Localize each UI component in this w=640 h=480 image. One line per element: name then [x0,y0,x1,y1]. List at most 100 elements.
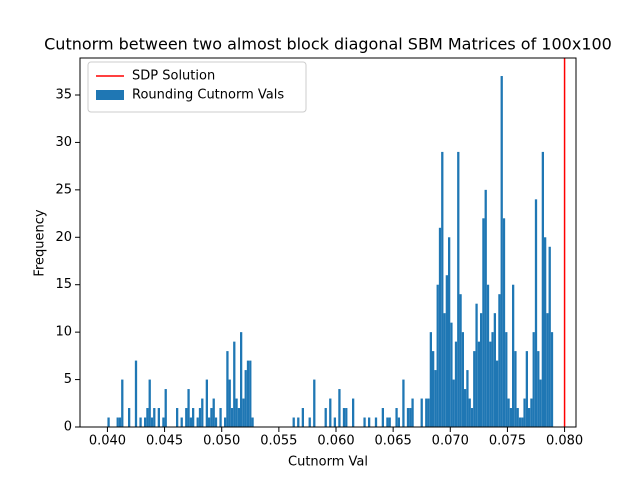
bar [432,351,435,427]
y-tick-label: 25 [55,182,72,197]
bar [521,417,524,427]
bar [251,417,254,427]
bar [537,351,540,427]
bar [525,351,528,427]
bar [242,398,245,427]
bar [292,417,295,427]
y-tick-label: 15 [55,277,72,292]
bar [464,389,467,427]
bar [466,370,469,427]
bar [187,389,190,427]
x-tick-label: 0.075 [489,434,526,449]
bar [523,398,526,427]
bar [434,370,437,427]
bar [484,189,487,427]
bar [134,360,138,427]
y-tick-label: 30 [55,135,72,150]
bar [333,417,336,427]
bar [480,313,483,427]
y-tick-label: 20 [55,230,72,245]
y-tick-label: 10 [55,325,72,340]
bar [329,398,332,427]
x-tick-label: 0.060 [317,434,354,449]
bar [443,313,446,427]
bar [176,408,179,427]
bar [386,417,389,427]
legend: SDP Solution Rounding Cutnorm Vals [87,61,307,113]
y-tick-label: 5 [64,372,72,387]
bar [530,398,533,427]
x-tick-label: 0.070 [432,434,469,449]
bar [450,322,453,427]
bar [482,218,485,427]
bar [345,408,348,427]
bar [473,351,476,427]
bar [157,408,160,427]
bar [297,417,300,427]
bar [352,398,355,427]
bar [244,370,247,427]
bar [240,332,243,427]
bar [237,408,240,427]
bar [198,408,202,427]
bar [489,341,492,427]
bar [448,237,451,427]
legend-label: SDP Solution [132,69,215,84]
bar [210,408,213,427]
bar [107,417,110,427]
bar [507,398,510,427]
bar [486,284,490,427]
bar [118,417,122,427]
bar [493,313,496,427]
bar [470,408,474,427]
bar [153,408,156,427]
bar [246,360,250,427]
bar [338,389,341,427]
bar [150,417,154,427]
bar [500,76,503,428]
bar [189,417,192,427]
bar [162,417,165,427]
bar [409,408,412,427]
bar [528,408,531,427]
bar [233,341,236,427]
bar [505,332,508,427]
bar [411,398,414,427]
bar [425,398,428,427]
bar [541,151,544,427]
bar [219,408,222,427]
bar [192,408,195,427]
bar [249,360,252,427]
bar [509,408,512,427]
bar [205,379,208,427]
bar [308,417,311,427]
bar [468,398,471,427]
bar [445,275,448,427]
bar [128,408,131,427]
bar [420,398,423,427]
bar [514,351,517,427]
bar [477,341,480,427]
bar [313,379,316,427]
bar [180,417,183,427]
legend-patch [96,90,124,100]
x-tick-label: 0.055 [260,434,297,449]
y-axis-label: Frequency [33,209,48,276]
bar [395,408,398,427]
x-tick-label: 0.065 [375,434,412,449]
bar [534,199,538,427]
bar [388,417,391,427]
bar [548,246,551,427]
bar [475,303,478,427]
bar [164,389,167,427]
x-tick-label: 0.080 [546,434,583,449]
bar [208,417,211,427]
bar [502,218,506,427]
bar [230,408,234,427]
bar [224,417,227,427]
bar [121,379,124,427]
y-tick-label: 35 [55,87,72,102]
plot-area [107,76,554,428]
bar [301,408,304,427]
